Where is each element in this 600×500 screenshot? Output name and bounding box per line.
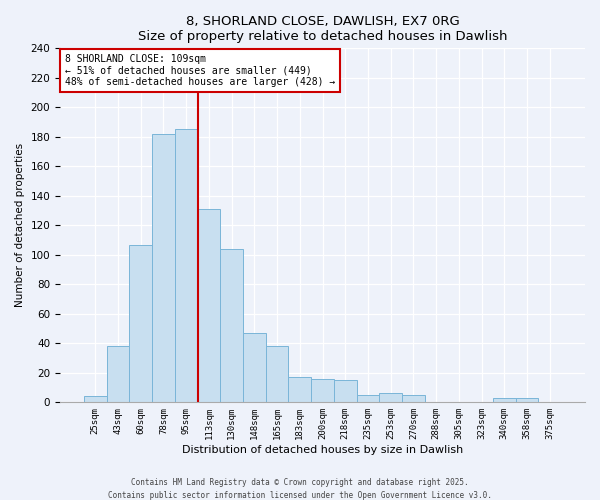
Bar: [220, 249, 243, 402]
Bar: [402, 395, 425, 402]
Bar: [243, 333, 266, 402]
Bar: [266, 346, 289, 403]
Text: 8 SHORLAND CLOSE: 109sqm
← 51% of detached houses are smaller (449)
48% of semi-: 8 SHORLAND CLOSE: 109sqm ← 51% of detach…: [65, 54, 335, 87]
Bar: [130, 244, 152, 402]
X-axis label: Distribution of detached houses by size in Dawlish: Distribution of detached houses by size …: [182, 445, 463, 455]
Y-axis label: Number of detached properties: Number of detached properties: [15, 144, 25, 308]
Text: Contains HM Land Registry data © Crown copyright and database right 2025.
Contai: Contains HM Land Registry data © Crown c…: [108, 478, 492, 500]
Bar: [84, 396, 107, 402]
Bar: [356, 395, 379, 402]
Bar: [175, 130, 197, 402]
Bar: [289, 378, 311, 402]
Title: 8, SHORLAND CLOSE, DAWLISH, EX7 0RG
Size of property relative to detached houses: 8, SHORLAND CLOSE, DAWLISH, EX7 0RG Size…: [138, 15, 507, 43]
Bar: [334, 380, 356, 402]
Bar: [197, 209, 220, 402]
Bar: [311, 378, 334, 402]
Bar: [379, 394, 402, 402]
Bar: [107, 346, 130, 403]
Bar: [493, 398, 515, 402]
Bar: [515, 398, 538, 402]
Bar: [152, 134, 175, 402]
